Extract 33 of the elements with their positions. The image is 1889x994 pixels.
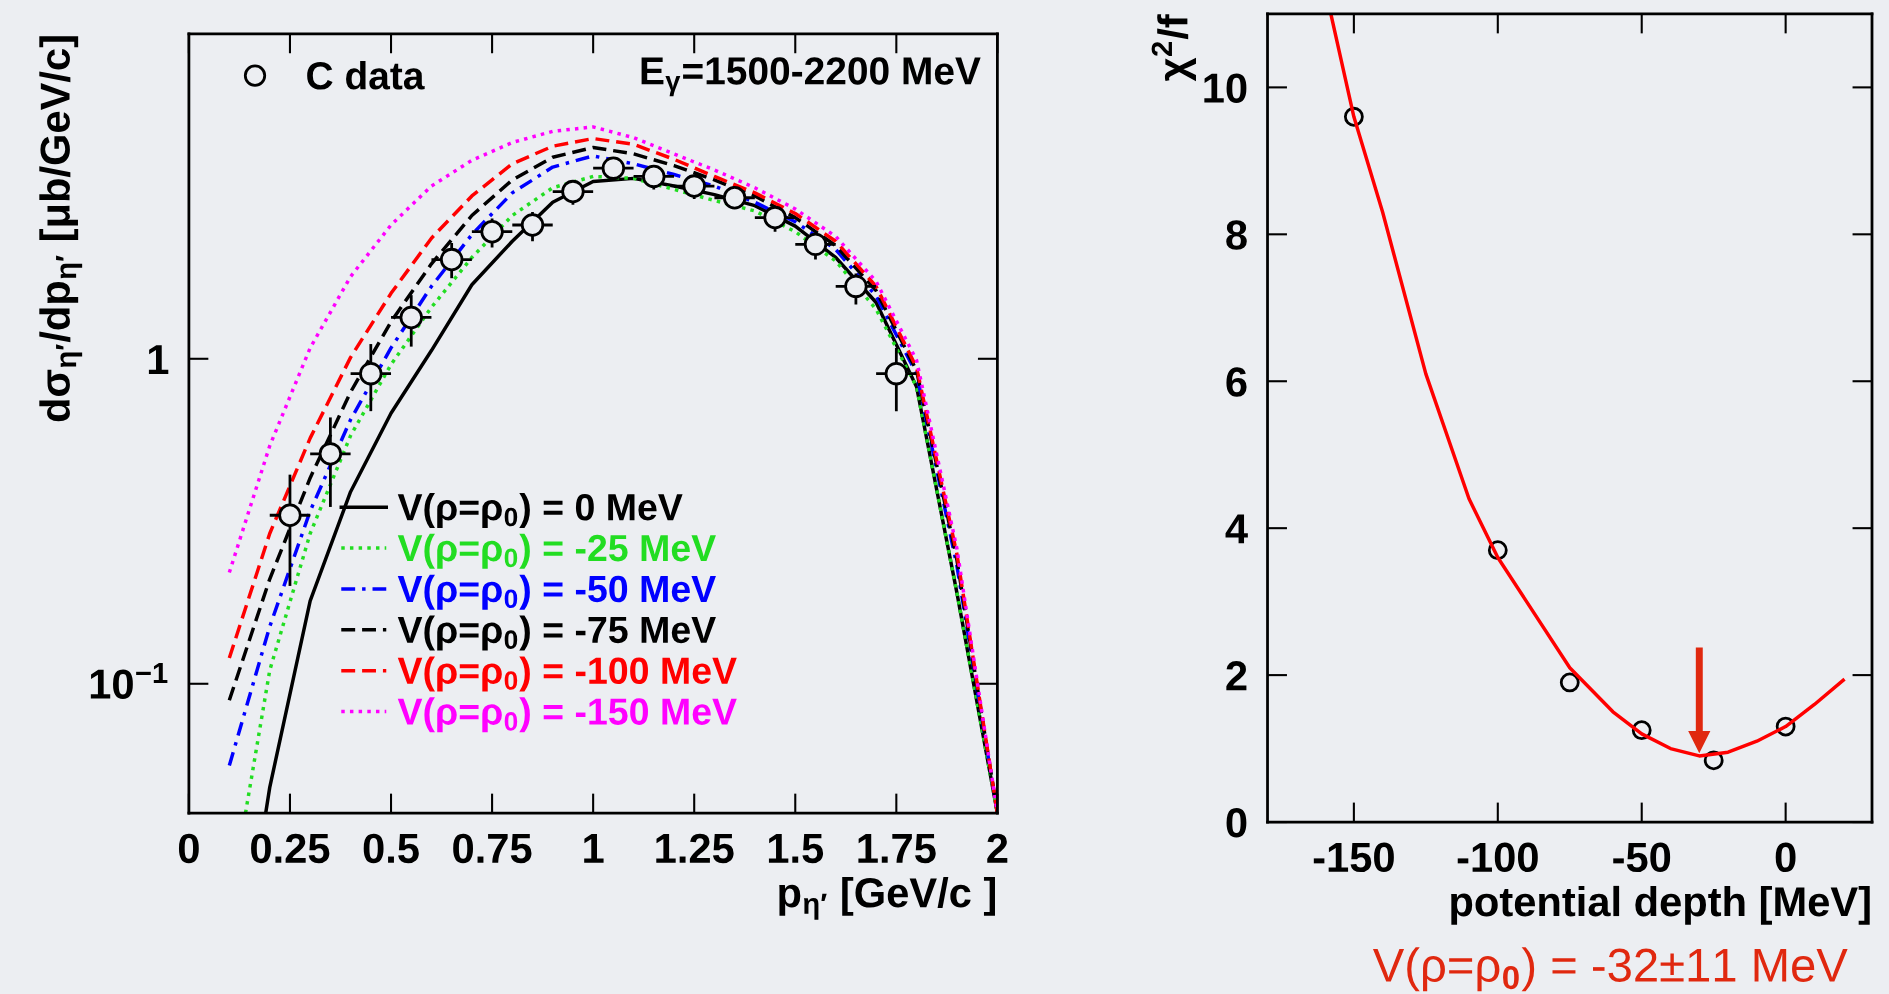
legend-label: V(ρ=ρ$_{0}$) = -25 MeV bbox=[397, 533, 716, 569]
legend-label: V(ρ=ρ$_{0}$) = -100 MeV bbox=[397, 656, 737, 692]
y-axis-title: dσ$_{η′}$/dp$_{η′}$ [μb/GeV/c] bbox=[39, 36, 83, 422]
x-tick-label: 0 bbox=[178, 833, 199, 864]
x-tick-label: 1.25 bbox=[656, 833, 734, 864]
legend-label: C data bbox=[307, 61, 425, 90]
y-tick-label: 10$^{−1}$ bbox=[90, 663, 168, 699]
y-tick-label: 10 bbox=[1204, 73, 1247, 103]
x-tick-label: 1.5 bbox=[768, 834, 824, 864]
x-tick-label: -100 bbox=[1457, 842, 1538, 873]
x-tick-label: 1 bbox=[584, 834, 604, 863]
x-tick-label: 2 bbox=[987, 833, 1008, 863]
x-tick-label: 0.25 bbox=[251, 833, 330, 864]
x-tick-label: 1.75 bbox=[858, 834, 936, 864]
x-axis-title: p$_{η′}$ [GeV/c ] bbox=[779, 876, 995, 920]
y-tick-label: 8 bbox=[1226, 220, 1247, 250]
annotation: E$_{γ}$=1500-2200 MeV bbox=[641, 57, 981, 97]
y-tick-label: 6 bbox=[1226, 367, 1247, 397]
x-tick-label: 0.75 bbox=[453, 833, 532, 864]
legend-label: V(ρ=ρ$_{0}$) = -50 MeV bbox=[397, 574, 716, 610]
x-tick-label: 0.5 bbox=[363, 833, 419, 864]
y-tick-label: 0 bbox=[1226, 808, 1247, 838]
x-tick-label: -150 bbox=[1313, 842, 1394, 873]
legend-label: V(ρ=ρ$_{0}$) = -150 MeV bbox=[397, 697, 737, 733]
text: V(ρ=ρ$_{0}$) = -32±11 MeV bbox=[1372, 947, 1848, 992]
x-tick-label: 0 bbox=[1775, 842, 1796, 873]
y-axis-title: χ$^{2}$/f bbox=[1151, 14, 1196, 82]
x-axis-title: potential depth [MeV] bbox=[1451, 885, 1870, 925]
y-tick-label: 4 bbox=[1225, 514, 1248, 544]
legend-label: V(ρ=ρ$_{0}$) = -75 MeV bbox=[397, 615, 716, 651]
x-tick-label: -50 bbox=[1613, 842, 1671, 873]
legend-label: V(ρ=ρ$_{0}$) = 0 MeV bbox=[397, 492, 683, 528]
y-tick-label: 2 bbox=[1226, 661, 1247, 691]
